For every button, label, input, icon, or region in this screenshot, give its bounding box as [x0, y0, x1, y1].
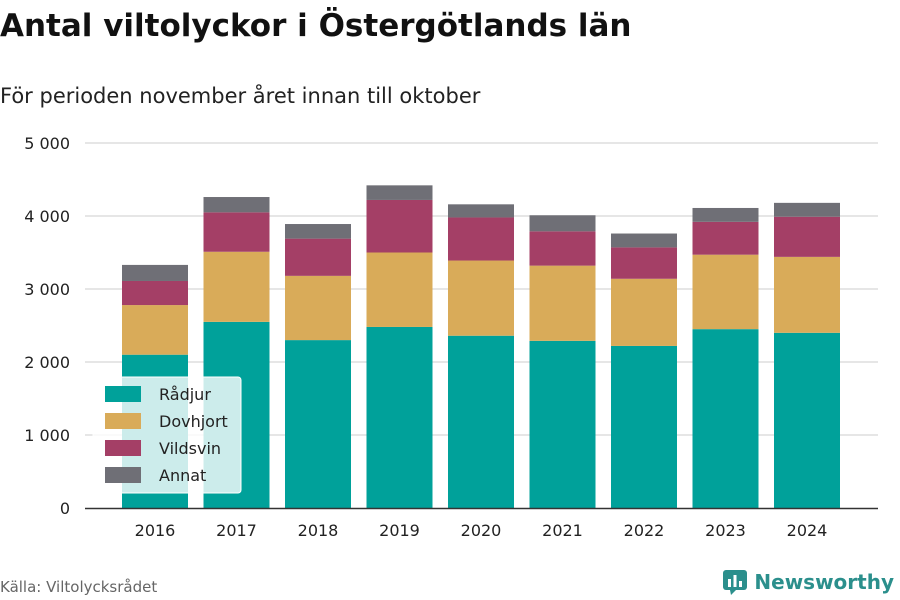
bar-segment-vildsvin [774, 216, 840, 257]
bar-segment-dovhjort [611, 278, 677, 346]
bar-segment-annat [366, 185, 433, 200]
legend-label: Vildsvin [159, 439, 221, 458]
chart-subtitle: För perioden november året innan till ok… [0, 84, 481, 108]
newsworthy-logo-icon [723, 570, 748, 595]
bar-segment-vildsvin [285, 238, 351, 276]
x-tick-label: 2022 [624, 521, 665, 540]
legend-swatch-annat [105, 467, 141, 483]
x-axis-ticks: 2016 2017 2018 2019 2020 2021 2022 2023 2024 [135, 521, 828, 540]
bar-segment-vildsvin [448, 217, 514, 261]
legend: Rådjur Dovhjort Vildsvin Annat [92, 376, 242, 494]
bar-segment-annat [122, 264, 188, 281]
x-tick-label: 2020 [461, 521, 502, 540]
bar-segment-vildsvin [692, 221, 759, 255]
bar-segment-rådjur [529, 340, 596, 508]
bar-segment-annat [774, 202, 840, 217]
x-tick-label: 2018 [298, 521, 339, 540]
bar-segment-annat [203, 197, 270, 213]
bar-segment-vildsvin [529, 231, 596, 266]
bar-segment-annat [529, 215, 596, 232]
bar-segment-rådjur [774, 332, 840, 508]
bar-segment-dovhjort [122, 305, 188, 355]
bar-segment-annat [611, 233, 677, 248]
x-tick-label: 2016 [135, 521, 176, 540]
brand-name: Newsworthy [754, 570, 894, 594]
bar-segment-vildsvin [122, 280, 188, 306]
bar-segment-dovhjort [285, 275, 351, 341]
legend-box [92, 376, 242, 494]
x-tick-label: 2021 [542, 521, 583, 540]
bar-segment-vildsvin [366, 199, 433, 253]
bar-segment-dovhjort [366, 252, 433, 327]
legend-label: Rådjur [159, 385, 211, 404]
legend-swatch-rådjur [105, 386, 141, 402]
bar-segment-annat [285, 224, 351, 239]
y-axis-ticks: 0 1 000 2 000 3 000 4 000 5 000 [24, 134, 70, 518]
x-tick-label: 2019 [379, 521, 420, 540]
bar-segment-dovhjort [448, 260, 514, 336]
bar-segment-dovhjort [774, 256, 840, 333]
y-tick-label: 0 [60, 499, 70, 518]
bar-segment-vildsvin [203, 212, 270, 252]
x-tick-label: 2023 [705, 521, 746, 540]
bar-segment-rådjur [285, 340, 351, 508]
x-tick-label: 2017 [216, 521, 257, 540]
bar-segment-rådjur [692, 329, 759, 508]
bar-segment-annat [448, 204, 514, 218]
bar-segment-dovhjort [203, 251, 270, 322]
legend-label: Annat [159, 466, 206, 485]
bar-segment-dovhjort [692, 254, 759, 330]
bar-segment-annat [692, 207, 759, 222]
bar-segment-vildsvin [611, 247, 677, 279]
y-tick-label: 5 000 [24, 134, 70, 153]
bar-segment-rådjur [366, 326, 433, 508]
brand-logo: Newsworthy [722, 569, 894, 595]
bar-segment-rådjur [448, 335, 514, 508]
bar-segment-rådjur [611, 345, 677, 508]
y-tick-label: 4 000 [24, 207, 70, 226]
bar-segment-dovhjort [529, 265, 596, 341]
source-note: Källa: Viltolycksrådet [0, 578, 158, 596]
legend-swatch-vildsvin [105, 440, 141, 456]
legend-swatch-dovhjort [105, 413, 141, 429]
chart-title: Antal viltolyckor i Östergötlands län [0, 8, 632, 44]
x-tick-label: 2024 [787, 521, 828, 540]
y-tick-label: 1 000 [24, 426, 70, 445]
y-tick-label: 2 000 [24, 353, 70, 372]
legend-label: Dovhjort [159, 412, 228, 431]
y-tick-label: 3 000 [24, 280, 70, 299]
